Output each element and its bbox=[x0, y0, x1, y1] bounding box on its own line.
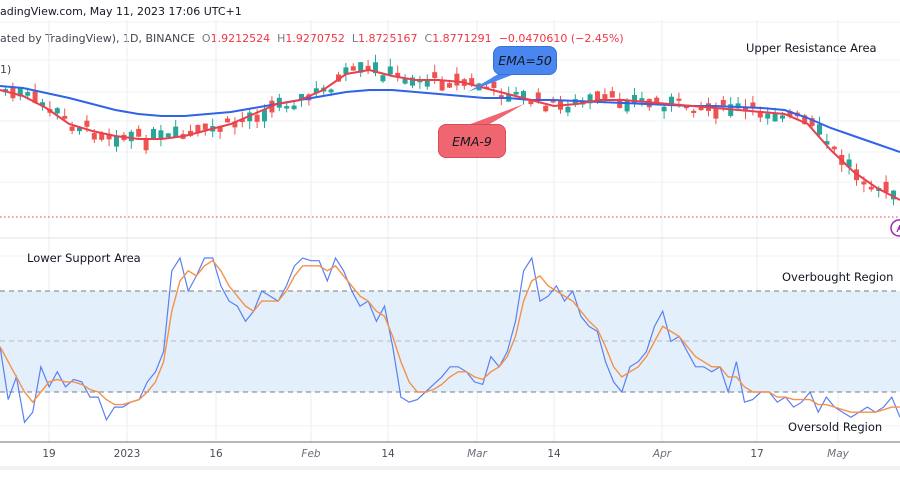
rsi-level-lines bbox=[0, 290, 900, 393]
time-axis-bottom bbox=[0, 466, 900, 470]
oversold-label: Oversold Region bbox=[788, 420, 883, 434]
overbought-label: Overbought Region bbox=[782, 270, 894, 284]
ema9-callout-label: EMA-9 bbox=[452, 133, 492, 149]
time-axis-label: 2023 bbox=[113, 448, 141, 460]
open-label: O bbox=[201, 32, 211, 45]
time-axis-label: May bbox=[827, 448, 849, 460]
change-value: −0.0470610 (−2.45%) bbox=[498, 32, 624, 45]
ema9-callout: EMA-9 bbox=[438, 124, 506, 158]
ema50-callout-label: EMA=50 bbox=[498, 53, 552, 68]
chart-title: adingView.com, May 11, 2023 17:06 UTC+1 bbox=[0, 5, 242, 18]
time-axis-label: Apr bbox=[652, 448, 672, 460]
ema9-callout-pointer bbox=[468, 104, 524, 125]
ema9-line bbox=[0, 68, 900, 201]
time-axis-label: 17 bbox=[750, 448, 764, 460]
time-axis-label: Mar bbox=[467, 448, 487, 460]
time-axis-label: 19 bbox=[42, 448, 56, 460]
time-axis-label: 16 bbox=[209, 448, 223, 460]
low-label: L bbox=[351, 32, 358, 45]
time-axis-label: 14 bbox=[547, 448, 561, 460]
ema50-line bbox=[0, 85, 900, 153]
rsi-ma-line bbox=[0, 259, 900, 413]
time-axis-label: Feb bbox=[301, 448, 321, 460]
high-value: 1.9270752 bbox=[285, 32, 345, 45]
open-value: 1.9212524 bbox=[210, 32, 271, 45]
ema50-callout: EMA=50 bbox=[493, 46, 557, 75]
rsi-line bbox=[0, 256, 900, 424]
ema50-callout-pointer bbox=[468, 70, 525, 92]
lower-support-label: Lower Support Area bbox=[27, 251, 141, 265]
alert-icon[interactable] bbox=[890, 219, 900, 237]
indicator-label: 1) bbox=[0, 63, 12, 76]
upper-resistance-label: Upper Resistance Area bbox=[746, 41, 877, 55]
close-label: C bbox=[424, 32, 433, 45]
high-label: H bbox=[277, 32, 286, 45]
time-axis-label: 14 bbox=[381, 448, 395, 460]
